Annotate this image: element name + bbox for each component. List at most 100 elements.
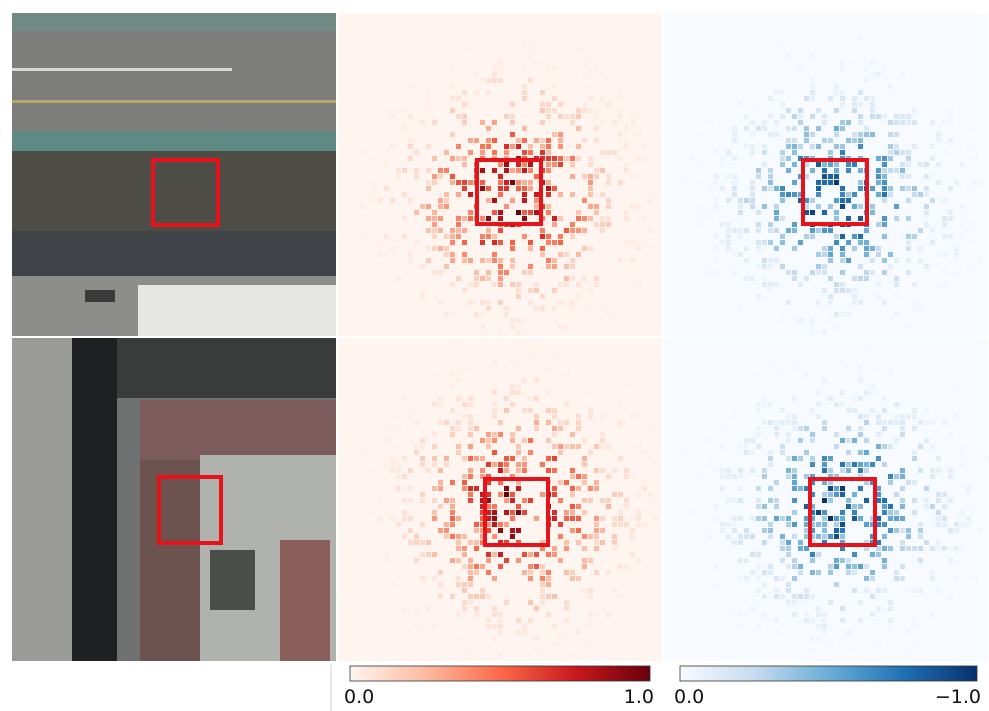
heatmap-cell (528, 408, 533, 413)
heatmap-cell (552, 258, 557, 263)
heatmap-cell (642, 480, 647, 485)
heatmap-cell (834, 216, 839, 221)
heatmap-cell (756, 126, 761, 131)
heatmap-cell (750, 204, 755, 209)
heatmap-cell (846, 564, 851, 569)
heatmap-cell (432, 444, 437, 449)
heatmap-cell (936, 546, 941, 551)
heatmap-cell (834, 168, 839, 173)
colorbars: 0.0 1.0 0.0 −1.0 (344, 665, 981, 708)
heatmap-cell (708, 216, 713, 221)
heatmap-cell (906, 216, 911, 221)
heatmap-cell (540, 234, 545, 239)
heatmap-cell (762, 582, 767, 587)
heatmap-cell (810, 570, 815, 575)
heatmap-cell (558, 252, 563, 257)
heatmap-cell (846, 288, 851, 293)
heatmap-cell (822, 522, 827, 527)
heatmap-cell (732, 174, 737, 179)
heatmap-cell (552, 222, 557, 227)
heatmap-cell (804, 594, 809, 599)
heatmap-cell (876, 492, 881, 497)
heatmap-cell (786, 522, 791, 527)
heatmap-cell (498, 240, 503, 245)
heatmap-cell (498, 420, 503, 425)
heatmap-cell (798, 156, 803, 161)
heatmap-cell (876, 282, 881, 287)
heatmap-cell (762, 276, 767, 281)
heatmap-cell (810, 492, 815, 497)
heatmap-cell (726, 534, 731, 539)
heatmap-cell (486, 276, 491, 281)
heatmap-cell (768, 564, 773, 569)
heatmap-cell (576, 486, 581, 491)
heatmap-cell (498, 528, 503, 533)
heatmap-cell (918, 228, 923, 233)
heatmap-cell (930, 18, 935, 23)
heatmap-cell (510, 240, 515, 245)
heatmap-cell (804, 588, 809, 593)
heatmap-cell (372, 156, 377, 161)
heatmap-cell (786, 126, 791, 131)
heatmap-cell (762, 240, 767, 245)
heatmap-cell (918, 588, 923, 593)
heatmap-cell (420, 540, 425, 545)
heatmap-cell (408, 156, 413, 161)
heatmap-cell (804, 204, 809, 209)
heatmap-cell (810, 618, 815, 623)
heatmap-cell (420, 444, 425, 449)
heatmap-cell (534, 36, 539, 41)
heatmap-cell (630, 534, 635, 539)
heatmap-cell (528, 264, 533, 269)
heatmap-cell (522, 630, 527, 635)
heatmap-cell (816, 192, 821, 197)
heatmap-cell (834, 180, 839, 185)
heatmap-cell (672, 450, 677, 455)
heatmap-cell (528, 396, 533, 401)
heatmap-cell (888, 366, 893, 371)
heatmap-cell (936, 516, 941, 521)
heatmap-cell (432, 552, 437, 557)
heatmap-cell (894, 648, 899, 653)
heatmap-cell (696, 204, 701, 209)
heatmap-cell (576, 444, 581, 449)
heatmap-cell (810, 636, 815, 641)
heatmap-cell (432, 180, 437, 185)
heatmap-cell (540, 588, 545, 593)
heatmap-cell (492, 636, 497, 641)
heatmap-cell (468, 486, 473, 491)
heatmap-cell (798, 426, 803, 431)
heatmap-cell (438, 402, 443, 407)
heatmap-cell (594, 222, 599, 227)
heatmap-cell (474, 486, 479, 491)
heatmap-cell (462, 90, 467, 95)
heatmap-cell (720, 396, 725, 401)
heatmap-cell (792, 270, 797, 275)
heatmap-cell (558, 138, 563, 143)
heatmap-cell (834, 492, 839, 497)
heatmap-cell (432, 120, 437, 125)
heatmap-cell (840, 60, 845, 65)
heatmap-cell (360, 150, 365, 155)
heatmap-cell (432, 216, 437, 221)
heatmap-cell (840, 438, 845, 443)
heatmap-cell (840, 198, 845, 203)
heatmap-cell (528, 54, 533, 59)
heatmap-cell (528, 144, 533, 149)
heatmap-cell (468, 654, 473, 659)
heatmap-cell (564, 444, 569, 449)
heatmap-cell (552, 66, 557, 71)
heatmap-cell (654, 126, 659, 131)
heatmap-cell (888, 516, 893, 521)
heatmap-cell (546, 234, 551, 239)
heatmap-cell (870, 552, 875, 557)
heatmap-cell (924, 348, 929, 353)
heatmap-cell (654, 390, 659, 395)
heatmap-cell (882, 558, 887, 563)
heatmap-cell (426, 144, 431, 149)
heatmap-cell (630, 120, 635, 125)
heatmap-cell (366, 216, 371, 221)
heatmap-cell (522, 66, 527, 71)
heatmap-cell (576, 156, 581, 161)
heatmap-cell (924, 174, 929, 179)
